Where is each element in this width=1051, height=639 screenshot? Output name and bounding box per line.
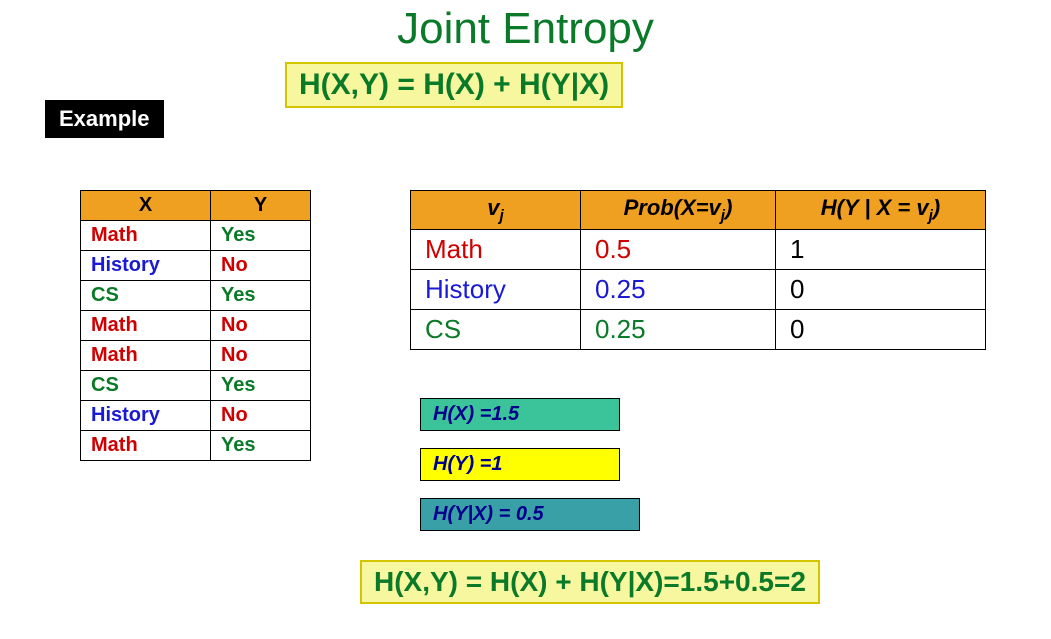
- table-row: HistoryNo: [81, 251, 311, 281]
- xy-cell-x: History: [81, 251, 211, 281]
- stat-box: H(X) =1.5: [420, 398, 620, 431]
- bottom-formula: H(X,Y) = H(X) + H(Y|X)=1.5+0.5=2: [360, 560, 820, 604]
- prob-cell-v: Math: [411, 230, 581, 270]
- prob-header-prob: Prob(X=vj): [581, 191, 776, 230]
- table-row: HistoryNo: [81, 401, 311, 431]
- xy-cell-x: CS: [81, 281, 211, 311]
- xy-cell-y: Yes: [211, 371, 311, 401]
- xy-cell-x: Math: [81, 431, 211, 461]
- table-row: MathYes: [81, 221, 311, 251]
- xy-header-y: Y: [211, 191, 311, 221]
- xy-cell-y: No: [211, 401, 311, 431]
- prob-cell-h: 0: [776, 270, 986, 310]
- xy-data-table: X Y MathYesHistoryNoCSYesMathNoMathNoCSY…: [80, 190, 311, 461]
- xy-cell-y: Yes: [211, 281, 311, 311]
- xy-cell-y: Yes: [211, 221, 311, 251]
- slide-title: Joint Entropy: [0, 4, 1051, 54]
- table-row: History0.250: [411, 270, 986, 310]
- table-row: Math0.51: [411, 230, 986, 270]
- xy-cell-x: History: [81, 401, 211, 431]
- prob-cell-prob: 0.25: [581, 270, 776, 310]
- table-row: MathNo: [81, 311, 311, 341]
- table-row: MathNo: [81, 341, 311, 371]
- xy-cell-y: No: [211, 251, 311, 281]
- xy-cell-y: Yes: [211, 431, 311, 461]
- prob-cell-v: History: [411, 270, 581, 310]
- xy-cell-x: Math: [81, 311, 211, 341]
- xy-cell-x: Math: [81, 221, 211, 251]
- table-row: CS0.250: [411, 310, 986, 350]
- example-label: Example: [45, 100, 164, 138]
- xy-cell-x: Math: [81, 341, 211, 371]
- prob-header-v: vj: [411, 191, 581, 230]
- table-row: CSYes: [81, 281, 311, 311]
- prob-cell-v: CS: [411, 310, 581, 350]
- xy-header-x: X: [81, 191, 211, 221]
- prob-cell-h: 0: [776, 310, 986, 350]
- xy-cell-y: No: [211, 311, 311, 341]
- prob-cell-h: 1: [776, 230, 986, 270]
- table-row: MathYes: [81, 431, 311, 461]
- top-formula: H(X,Y) = H(X) + H(Y|X): [285, 62, 623, 108]
- probability-table: vj Prob(X=vj) H(Y | X = vj) Math0.51Hist…: [410, 190, 986, 350]
- prob-cell-prob: 0.25: [581, 310, 776, 350]
- table-row: CSYes: [81, 371, 311, 401]
- xy-cell-x: CS: [81, 371, 211, 401]
- stat-box: H(Y) =1: [420, 448, 620, 481]
- prob-cell-prob: 0.5: [581, 230, 776, 270]
- stat-box: H(Y|X) = 0.5: [420, 498, 640, 531]
- prob-header-h: H(Y | X = vj): [776, 191, 986, 230]
- xy-cell-y: No: [211, 341, 311, 371]
